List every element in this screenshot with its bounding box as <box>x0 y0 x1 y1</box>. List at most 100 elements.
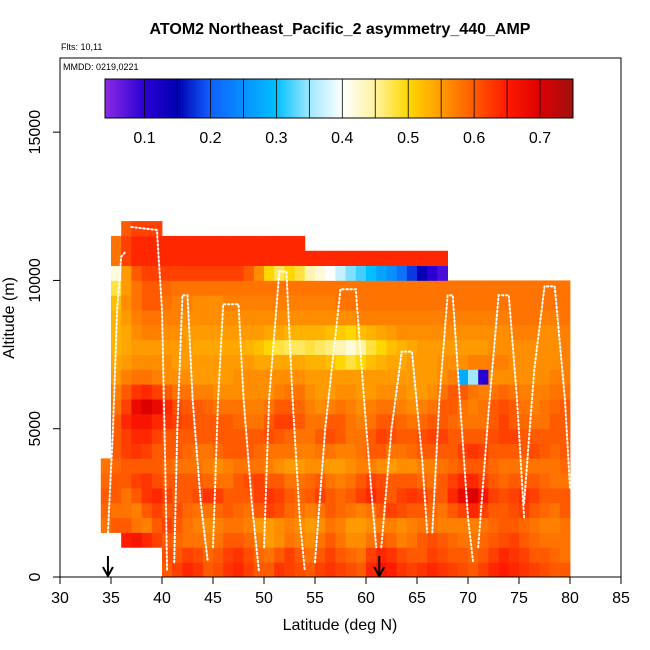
heatmap-cell <box>549 532 561 548</box>
heatmap-cell <box>427 399 438 415</box>
heatmap-cell <box>202 473 214 489</box>
heatmap-cell <box>253 235 265 252</box>
heatmap-cell <box>141 502 153 519</box>
heatmap-cell <box>223 369 234 385</box>
heatmap-cell <box>253 354 265 370</box>
heatmap-cell <box>264 265 275 281</box>
heatmap-cell <box>396 324 408 341</box>
heatmap-cell <box>111 502 122 519</box>
heatmap-cell <box>325 265 336 281</box>
heatmap-cell <box>478 310 489 326</box>
heatmap-cell <box>529 399 540 415</box>
heatmap-cell <box>335 384 346 400</box>
heatmap-cell <box>274 517 285 533</box>
heatmap-cell <box>366 384 377 400</box>
heatmap-cell <box>529 547 540 563</box>
heatmap-cell <box>162 354 173 370</box>
heatmap-cell <box>498 502 510 519</box>
x-tick-label: 75 <box>510 590 528 607</box>
heatmap-cell <box>141 265 153 281</box>
heatmap-cell <box>559 295 571 311</box>
heatmap-cell <box>559 354 571 370</box>
heatmap-cell <box>111 235 122 252</box>
heatmap-cell <box>202 265 214 281</box>
heatmap-cell <box>253 502 265 519</box>
heatmap-cell <box>549 562 561 578</box>
heatmap-cell <box>253 517 265 533</box>
heatmap-cell <box>366 443 377 459</box>
heatmap-cell <box>447 339 459 355</box>
heatmap-cell <box>131 324 142 341</box>
heatmap-cell <box>406 295 418 311</box>
heatmap-cell <box>335 310 346 326</box>
heatmap-cell <box>162 458 173 474</box>
heatmap-cell <box>396 295 408 311</box>
heatmap-cell <box>111 250 122 266</box>
heatmap-cell <box>488 443 499 459</box>
heatmap-cell <box>559 324 571 341</box>
heatmap-cell <box>243 413 255 430</box>
heatmap-cell <box>223 488 234 504</box>
heatmap-cell <box>294 473 306 489</box>
heatmap-cell <box>386 458 397 474</box>
heatmap-cell <box>376 458 387 474</box>
heatmap-cell <box>366 250 377 266</box>
heatmap-cell <box>396 428 408 444</box>
heatmap-cell <box>549 458 561 474</box>
heatmap-cell <box>182 532 193 548</box>
heatmap-cell <box>366 413 377 430</box>
heatmap-cell <box>508 428 520 444</box>
heatmap-cell <box>468 339 479 355</box>
heatmap-cell <box>427 339 438 355</box>
heatmap-cell <box>264 532 275 548</box>
heatmap-cell <box>121 473 132 489</box>
heatmap-cell <box>264 443 275 459</box>
heatmap-cell <box>243 562 255 578</box>
heatmap-cell <box>151 488 163 504</box>
heatmap-cell <box>549 369 561 385</box>
heatmap-cell <box>508 443 520 459</box>
heatmap-cell <box>417 399 428 415</box>
heatmap-cell <box>396 502 408 519</box>
heatmap-cell <box>396 443 408 459</box>
heatmap-cell <box>253 324 265 341</box>
heatmap-cell <box>437 488 448 504</box>
heatmap-cell <box>508 413 520 430</box>
heatmap-cell <box>457 562 469 578</box>
heatmap-cell <box>131 295 142 311</box>
heatmap-cell <box>111 428 122 444</box>
heatmap-cell <box>447 488 459 504</box>
heatmap-cell <box>447 399 459 415</box>
heatmap-cell <box>304 354 316 370</box>
heatmap-cell <box>406 339 418 355</box>
heatmap-cell <box>294 399 306 415</box>
heatmap-cell <box>202 339 214 355</box>
heatmap-cell <box>192 384 204 400</box>
heatmap-cell <box>437 473 448 489</box>
heatmap-cell <box>417 413 428 430</box>
heatmap-cell <box>121 443 132 459</box>
heatmap-cell <box>192 354 204 370</box>
heatmap-cell <box>192 413 204 430</box>
heatmap-cell <box>355 369 367 385</box>
heatmap-cell <box>519 517 530 533</box>
heatmap-cell <box>335 339 346 355</box>
heatmap-cell <box>304 428 316 444</box>
heatmap-cell <box>549 517 561 533</box>
heatmap-cell <box>345 250 357 266</box>
heatmap-cell <box>202 354 214 370</box>
heatmap-cell <box>539 428 550 444</box>
flight-track <box>523 285 571 504</box>
heatmap-cell <box>498 517 510 533</box>
heatmap-cell <box>376 354 387 370</box>
heatmap-cell <box>315 502 326 519</box>
heatmap-cell <box>304 458 316 474</box>
heatmap-cell <box>253 399 265 415</box>
heatmap-cell <box>131 517 142 533</box>
heatmap-cell <box>141 369 153 385</box>
heatmap-cell <box>304 339 316 355</box>
heatmap-cell <box>253 295 265 311</box>
heatmap-cell <box>376 369 387 385</box>
heatmap-cell <box>233 324 244 341</box>
heatmap-cell <box>508 547 520 563</box>
